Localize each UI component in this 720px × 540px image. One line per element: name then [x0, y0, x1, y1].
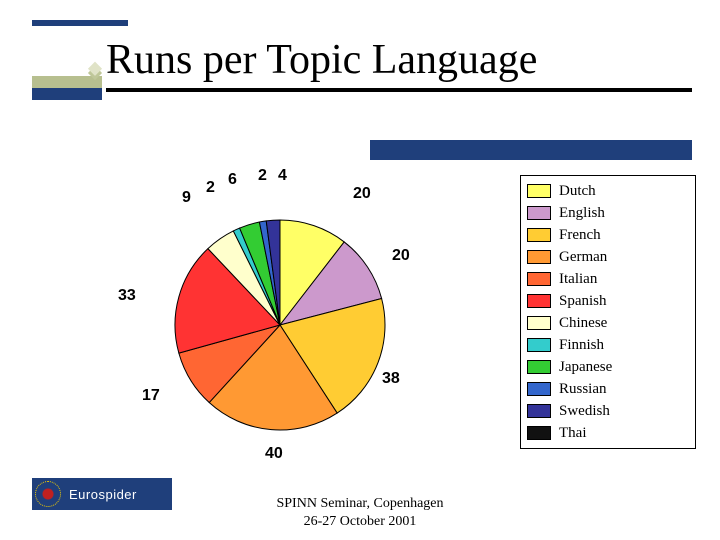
legend-label: Japanese: [559, 359, 612, 376]
legend-swatch: [527, 294, 551, 308]
legend-swatch: [527, 404, 551, 418]
footer-line-1: SPINN Seminar, Copenhagen: [0, 495, 720, 513]
legend-label: Chinese: [559, 315, 607, 332]
legend-item: Chinese: [527, 312, 689, 334]
legend-item: Thai: [527, 422, 689, 444]
accent-block: [32, 76, 102, 100]
legend-label: Swedish: [559, 403, 610, 420]
accent-bar-right: [370, 140, 692, 160]
legend-swatch: [527, 426, 551, 440]
legend-swatch: [527, 250, 551, 264]
pie-slice-label: 6: [228, 171, 237, 189]
legend-item: Italian: [527, 268, 689, 290]
legend-item: German: [527, 246, 689, 268]
legend-swatch: [527, 206, 551, 220]
legend-swatch: [527, 338, 551, 352]
legend-item: Japanese: [527, 356, 689, 378]
pie-chart-svg: [120, 175, 440, 475]
legend: Dutch English French German Italian Spanish Ch…: [520, 175, 696, 449]
pie-slice-label: 20: [353, 185, 371, 203]
legend-label: Spanish: [559, 293, 607, 310]
legend-label: English: [559, 205, 605, 222]
legend-swatch: [527, 272, 551, 286]
legend-item: Swedish: [527, 400, 689, 422]
legend-item: Finnish: [527, 334, 689, 356]
legend-swatch: [527, 228, 551, 242]
legend-item: French: [527, 224, 689, 246]
legend-swatch: [527, 382, 551, 396]
legend-item: Dutch: [527, 180, 689, 202]
legend-label: Italian: [559, 271, 597, 288]
pie-chart: 20203840173392624: [120, 175, 440, 475]
legend-label: Dutch: [559, 183, 596, 200]
pie-slice-label: 4: [278, 167, 287, 185]
pie-slice-label: 2: [258, 167, 267, 185]
pie-slice-label: 40: [265, 445, 283, 463]
legend-swatch: [527, 184, 551, 198]
footer: SPINN Seminar, Copenhagen 26-27 October …: [0, 495, 720, 530]
legend-label: German: [559, 249, 607, 266]
pie-slice-label: 9: [182, 189, 191, 207]
legend-item: Russian: [527, 378, 689, 400]
pie-slice-label: 38: [382, 370, 400, 388]
footer-line-2: 26-27 October 2001: [0, 513, 720, 531]
legend-item: Spanish: [527, 290, 689, 312]
legend-label: Thai: [559, 425, 587, 442]
legend-label: Russian: [559, 381, 607, 398]
accent-bar-thin: [32, 20, 128, 26]
pie-slice-label: 33: [118, 287, 136, 305]
slide-title: Runs per Topic Language: [106, 36, 537, 84]
pie-slice-label: 17: [142, 387, 160, 405]
pie-slice-label: 2: [206, 179, 215, 197]
legend-item: English: [527, 202, 689, 224]
legend-swatch: [527, 316, 551, 330]
slide: Runs per Topic Language 2020384017339262…: [0, 0, 720, 540]
pie-slice-label: 20: [392, 247, 410, 265]
legend-label: French: [559, 227, 601, 244]
legend-swatch: [527, 360, 551, 374]
title-underline: [106, 88, 692, 92]
legend-label: Finnish: [559, 337, 604, 354]
